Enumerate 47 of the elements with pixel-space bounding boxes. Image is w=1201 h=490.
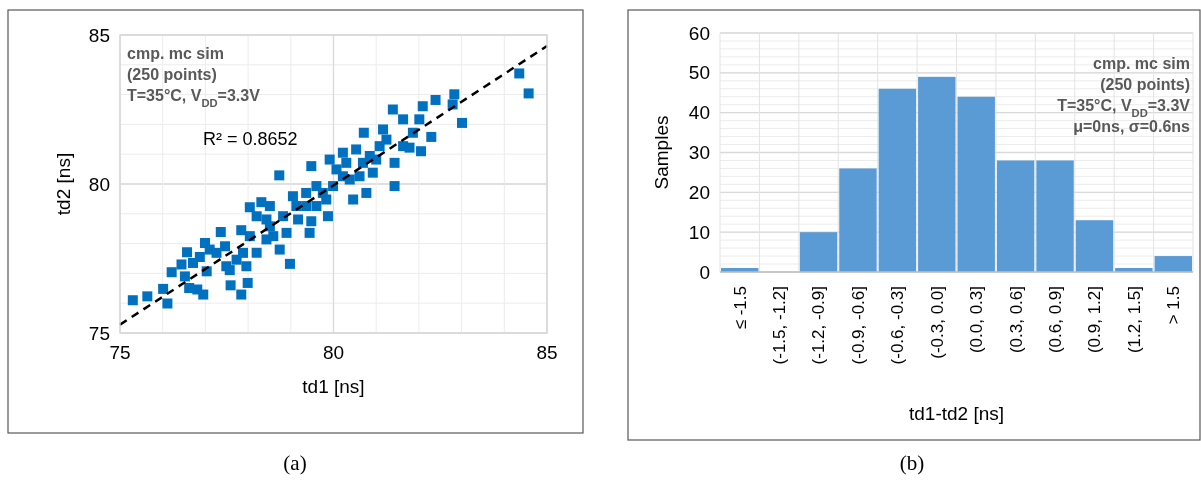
x-tick-label: (1.2, 1.5] — [1124, 286, 1144, 354]
x-tick-label: 85 — [536, 342, 558, 363]
annotation: R² = 0.8652 — [203, 129, 298, 149]
annotation: cmp. mc sim — [1093, 55, 1190, 72]
bar — [878, 88, 917, 272]
x-axis-title: td1-td2 [ns] — [908, 403, 1005, 424]
bar — [957, 96, 995, 272]
bar — [1036, 160, 1074, 272]
x-axis-title: td1 [ns] — [302, 376, 365, 397]
x-tick-label: (-0.6, -0.3] — [888, 286, 908, 365]
x-tick-label: ≤ -1.5 — [730, 286, 750, 330]
x-tick-label: (-1.5, -1.2] — [770, 286, 790, 365]
x-tick-label: (-0.3, 0.0] — [927, 286, 947, 359]
annotation: μ=0ns, σ=0.6ns — [1073, 118, 1191, 135]
y-tick-label: 80 — [88, 173, 110, 195]
y-tick-label: 10 — [688, 221, 710, 243]
x-tick-label: 80 — [322, 342, 345, 363]
x-tick-label: (0.0, 0.3] — [967, 286, 987, 354]
x-tick-label: (-1.2, -0.9] — [809, 286, 829, 365]
text: (b) — [899, 451, 925, 475]
x-tick-label: > 1.5 — [1164, 286, 1184, 325]
y-tick-label: 60 — [688, 22, 710, 44]
text: (a) — [283, 451, 307, 475]
x-tick-label: 75 — [109, 342, 131, 363]
y-tick-label: 50 — [688, 62, 710, 84]
annotation: T=35°C, V$_{DD}$=3.3V — [127, 87, 261, 109]
y-axis-title: Samples — [651, 115, 672, 190]
x-tick-label: (-0.9, -0.6] — [848, 286, 868, 365]
annotation: cmp. mc sim — [127, 45, 224, 62]
y-tick-label: 30 — [688, 142, 710, 164]
x-tick-label: (0.3, 0.6] — [1006, 286, 1026, 354]
y-tick-label: 20 — [688, 181, 710, 203]
bar — [1154, 256, 1192, 272]
bar — [1075, 220, 1114, 272]
bar — [996, 160, 1035, 272]
annotation: (250 points) — [127, 66, 217, 83]
y-tick-label: 85 — [88, 24, 110, 46]
x-tick-label: (0.9, 1.2] — [1085, 286, 1105, 354]
x-tick-label: (0.6, 0.9] — [1045, 286, 1065, 354]
bar — [918, 76, 956, 272]
y-tick-label: 0 — [699, 261, 710, 283]
y-tick-label: 40 — [688, 102, 710, 124]
y-axis-title: td2 [ns] — [53, 152, 74, 216]
annotation: (250 points) — [1100, 76, 1190, 93]
bar — [799, 232, 838, 272]
bar — [839, 168, 877, 272]
annotation: T=35°C, V$_{DD}$=3.3V — [1057, 97, 1191, 119]
